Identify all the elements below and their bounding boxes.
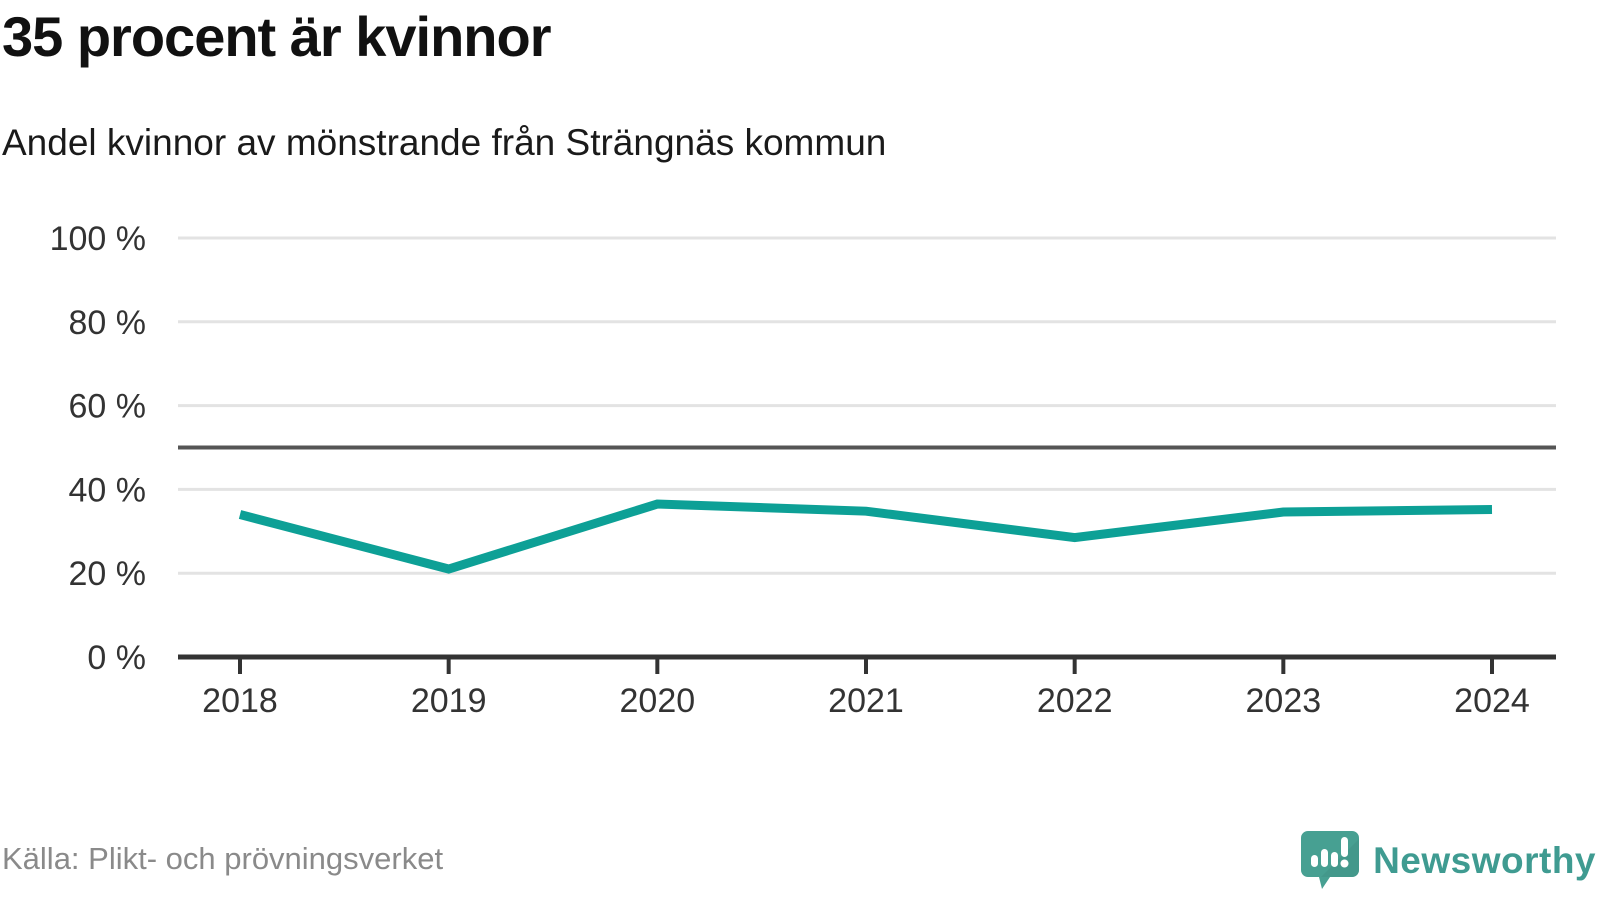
x-tick-label-2022: 2022 (1037, 682, 1113, 720)
newsworthy-wordmark: Newsworthy (1373, 840, 1596, 881)
y-tick-label-80: 80 % (69, 304, 147, 342)
newsworthy-logo: Newsworthy (1301, 828, 1596, 894)
x-tick-label-2024: 2024 (1454, 682, 1530, 720)
x-tick-label-2021: 2021 (828, 682, 904, 720)
y-tick-label-100: 100 % (50, 220, 146, 258)
newsworthy-logo-icon (1301, 831, 1360, 889)
y-tick-label-0: 0 % (87, 639, 146, 677)
x-tick-label-2018: 2018 (202, 682, 278, 720)
x-tick-label-2020: 2020 (620, 682, 696, 720)
data-line-andel-kvinnor (238, 499, 1493, 574)
y-tick-label-40: 40 % (69, 471, 147, 509)
source-note: Källa: Plikt- och prövningsverket (2, 841, 444, 876)
chart-title: 35 procent är kvinnor (2, 5, 552, 68)
y-tick-label-60: 60 % (69, 388, 147, 426)
chart-subtitle: Andel kvinnor av mönstrande från Strängn… (2, 122, 887, 163)
x-tick-label-2023: 2023 (1246, 682, 1322, 720)
y-tick-label-20: 20 % (69, 555, 147, 593)
x-tick-label-2019: 2019 (411, 682, 487, 720)
